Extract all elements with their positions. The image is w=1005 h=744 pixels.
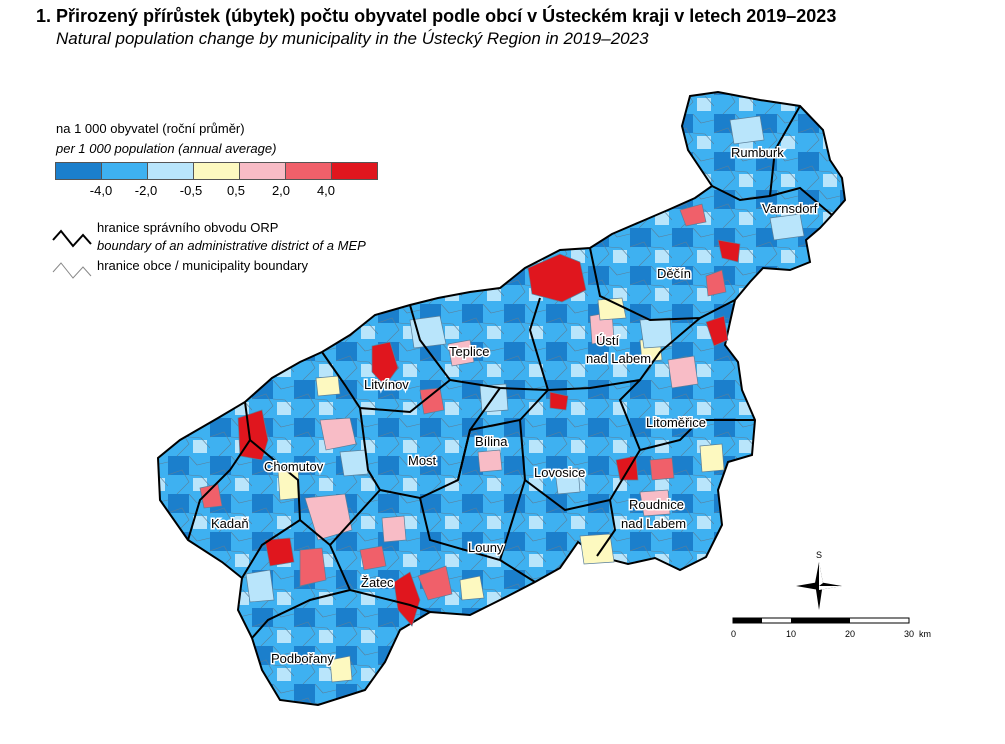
legend-color-scale [55,162,378,180]
place-label-varnsdorf: Varnsdorf [762,201,818,216]
compass-north-letter: S [816,550,822,560]
legend-title-cs: na 1 000 obyvatel (roční průměr) [56,121,245,136]
legend-swatch-6 [286,163,332,179]
place-label-roudnice-line1: Roudnice [629,497,684,512]
legend-swatch-1 [56,163,102,179]
place-label-kadan: Kadaň [211,516,249,531]
municipality-boundary-symbol [52,262,92,279]
legend-title-en: per 1 000 population (annual average) [56,141,277,156]
legend-tick: -0,5 [179,183,203,198]
legend-tick: 4,0 [316,183,336,198]
place-label-lovosice: Lovosice [534,465,585,480]
legend-swatch-7 [332,163,377,179]
legend-swatch-4 [194,163,240,179]
place-labels: Rumburk Varnsdorf Děčín Teplice Ústí nad… [210,144,820,668]
place-label-louny: Louny [468,540,504,555]
legend-orp-boundary-cs: hranice správního obvodu ORP [97,220,279,235]
place-label-most: Most [408,453,437,468]
place-label-rumburk: Rumburk [731,145,784,160]
legend-municipality-boundary: hranice obce / municipality boundary [97,258,309,273]
scale-bar [732,617,910,624]
legend-tick: 0,5 [226,183,246,198]
place-label-chomutov: Chomutov [264,459,324,474]
legend-tick: -4,0 [89,183,113,198]
orp-boundary-symbol [52,229,92,248]
place-label-teplice: Teplice [449,344,489,359]
legend-orp-boundary-en: boundary of an administrative district o… [97,238,366,253]
scale-label-30: 30 [904,629,915,639]
place-label-litomerice: Litoměřice [646,415,706,430]
place-label-podborany: Podbořany [271,651,334,666]
place-label-roudnice-line2: nad Labem [621,516,686,531]
legend-tick: -2,0 [134,183,158,198]
place-label-usti-line1: Ústí [596,333,620,348]
legend-swatch-2 [102,163,148,179]
scale-label-20: 20 [845,629,856,639]
scale-unit: km [919,629,931,639]
scale-label-10: 10 [786,629,797,639]
place-label-decin: Děčín [657,266,691,281]
scale-label-0: 0 [731,629,737,639]
map-title: 1. Přirozený přírůstek (úbytek) počtu ob… [36,6,837,26]
place-label-litvinov: Litvínov [364,377,409,392]
place-label-usti-line2: nad Labem [586,351,651,366]
orp-boundaries [187,105,833,639]
map-subtitle: Natural population change by municipalit… [56,29,649,48]
legend-swatch-3 [148,163,194,179]
compass-rose: S [796,550,842,610]
legend-swatch-5 [240,163,286,179]
place-label-bilina: Bílina [475,434,508,449]
legend-tick: 2,0 [271,183,291,198]
place-label-zatec: Žatec [361,575,394,590]
